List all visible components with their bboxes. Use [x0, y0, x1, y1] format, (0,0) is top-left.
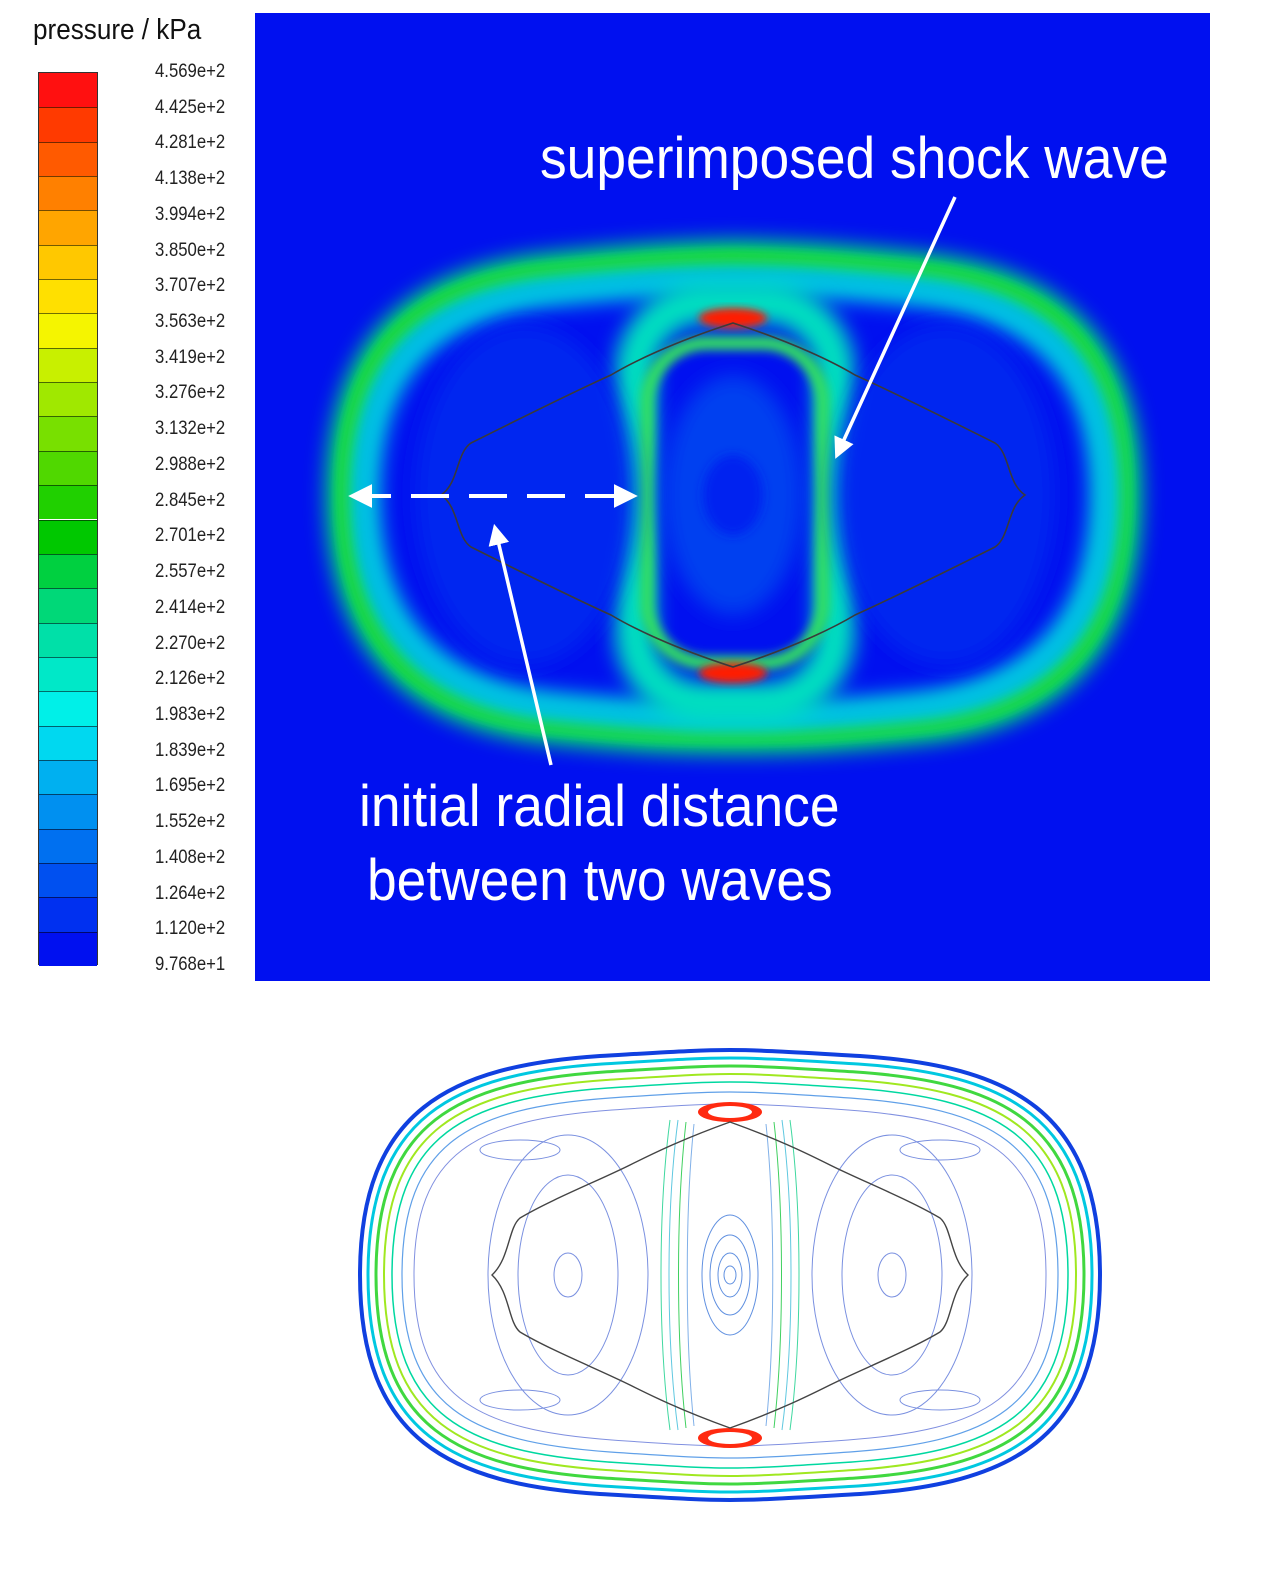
colorbar-segment: [39, 416, 97, 451]
colorbar-segment: [39, 485, 97, 520]
colorbar-segment: [39, 588, 97, 623]
initial-boundary: [439, 322, 1027, 668]
colorbar-tick-label: 3.994e+2: [155, 203, 226, 225]
colorbar-segment: [39, 622, 97, 657]
colorbar-tick-label: 3.707e+2: [155, 275, 226, 297]
right-lobe: [835, 325, 1055, 665]
colorbar-tick-label: 2.845e+2: [155, 489, 226, 511]
colorbar-tick-label: 2.988e+2: [155, 453, 226, 475]
superimposed-arrow: [834, 196, 957, 459]
colorbar-segment: [39, 553, 97, 589]
outer-contour-lines: [357, 1047, 1103, 1503]
colorbar-tick-label: 4.425e+2: [155, 96, 226, 118]
colorbar-tick-label: 3.276e+2: [155, 382, 226, 404]
colorbar-segment: [39, 210, 97, 245]
superimposed-shock-wave-label: superimposed shock wave: [540, 126, 1169, 191]
colorbar-tick-label: 2.557e+2: [155, 561, 226, 583]
colorbar-tick-label: 9.768e+1: [155, 954, 226, 975]
peak-bottom: [699, 663, 767, 683]
legend-title: pressure / kPa: [33, 14, 202, 46]
colorbar-segment: [39, 107, 97, 142]
initial-distance-arrow: [488, 523, 553, 766]
colorbar-segment: [39, 691, 97, 726]
colorbar-tick-label: 1.264e+2: [155, 882, 226, 904]
colorbar-segment: [39, 828, 97, 863]
side-lobe-contours: [479, 1134, 981, 1416]
colorbar-tick-label: 1.839e+2: [155, 739, 226, 761]
colorbar-tick-label: 2.701e+2: [155, 525, 226, 547]
colorbar-tick-label: 1.695e+2: [155, 775, 226, 797]
central-band-contours: [660, 1119, 800, 1431]
colorbar-tick-label: 3.850e+2: [155, 239, 226, 261]
pressure-contour-lines-plot: [357, 1047, 1103, 1503]
initial-radial-distance-label-line1: initial radial distance: [359, 774, 840, 839]
pressure-contour-filled-panel: superimposed shock wave initial radial d…: [255, 13, 1210, 981]
colorbar-segment: [39, 176, 97, 211]
colorbar-segment: [39, 656, 97, 692]
colorbar-tick-label: 1.983e+2: [155, 703, 226, 725]
colorbar-segment: [39, 759, 97, 795]
colorbar-segment: [39, 73, 97, 108]
colorbar-tick-label: 3.419e+2: [155, 346, 226, 368]
colorbar-segment: [39, 725, 97, 760]
colorbar-tick-label: 2.126e+2: [155, 668, 226, 690]
colorbar-tick-label: 4.281e+2: [155, 132, 226, 154]
shock-wave-front: [325, 239, 1143, 755]
colorbar-segment: [39, 897, 97, 932]
colorbar-tick-label: 3.132e+2: [155, 418, 226, 440]
colorbar-segment: [39, 931, 97, 966]
colorbar-segment: [39, 313, 97, 348]
colorbar-segment: [39, 347, 97, 383]
colorbar-segment: [39, 141, 97, 177]
pressure-contour-filled-plot: [255, 13, 1210, 981]
colorbar-segment: [39, 244, 97, 280]
initial-radial-distance-label-line2: between two waves: [367, 848, 833, 913]
colorbar-tick-label: 2.270e+2: [155, 632, 226, 654]
contour-peaks: [698, 1102, 762, 1448]
colorbar-segment: [39, 450, 97, 486]
pressure-contour-lines-panel: [340, 1030, 1120, 1520]
initial-boundary-lines: [490, 1121, 970, 1429]
colorbar-tick-label: 1.552e+2: [155, 811, 226, 833]
colorbar-segment: [39, 279, 97, 314]
colorbar-tick-label: 1.408e+2: [155, 846, 226, 868]
colorbar-tick-label: 3.563e+2: [155, 311, 226, 333]
peak-top: [699, 308, 767, 328]
pressure-colorbar: [38, 72, 98, 966]
colorbar-tick-label: 2.414e+2: [155, 596, 226, 618]
colorbar-segment: [39, 382, 97, 417]
colorbar-segment: [39, 862, 97, 898]
colorbar-tick-label: 1.120e+2: [155, 918, 226, 940]
colorbar-tick-label: 4.138e+2: [155, 168, 226, 190]
colorbar-tick-label: 4.569e+2: [155, 61, 226, 82]
colorbar-segment: [39, 794, 97, 829]
colorbar-segment: [39, 519, 97, 554]
